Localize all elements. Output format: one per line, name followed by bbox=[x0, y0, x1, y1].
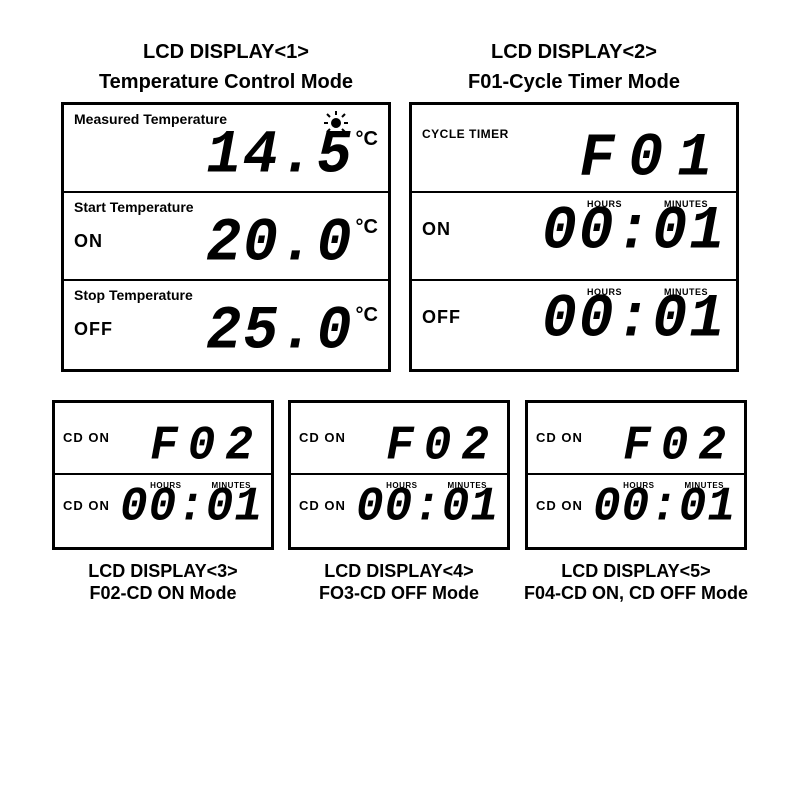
stop-temp-unit: °C bbox=[356, 304, 378, 327]
measured-temp-value: 14.5 bbox=[206, 128, 353, 186]
start-temp-value: 20.0 bbox=[206, 216, 353, 274]
cycle-mode-value: F01 bbox=[580, 131, 726, 189]
time-value-5: 00:01 bbox=[593, 485, 736, 531]
lcd-1-row-1: Start Temperature ON 20.0 °C bbox=[64, 193, 388, 281]
start-temp-unit: °C bbox=[356, 216, 378, 239]
cycle-timer-label: CYCLE TIMER bbox=[422, 127, 509, 141]
panel-1-title: LCD DISPLAY<1> bbox=[143, 40, 309, 65]
lcd-2-row-1: HOURS MINUTES ON 00:01 bbox=[412, 193, 736, 281]
panel-3-caption1: LCD DISPLAY<3> bbox=[88, 560, 237, 583]
mode-value-5: F02 bbox=[623, 424, 736, 470]
panel-3: CD ON F02 HOURS MINUTES CD ON 00:01 LCD … bbox=[52, 400, 274, 604]
on-prefix-2: ON bbox=[422, 219, 451, 240]
cd-on-prefix-5b: CD ON bbox=[536, 498, 583, 513]
panel-4-caption1: LCD DISPLAY<4> bbox=[324, 560, 473, 583]
lcd-3-row-0: CD ON F02 bbox=[55, 403, 271, 475]
lcd-1: Measured Temperature 14.5 °C Start Tempe… bbox=[61, 102, 391, 372]
lcd-3-row-1: HOURS MINUTES CD ON 00:01 bbox=[55, 475, 271, 547]
lcd-4-row-0: CD ON F02 bbox=[291, 403, 507, 475]
panel-2-subtitle: F01-Cycle Timer Mode bbox=[468, 71, 680, 94]
off-time-value: 00:01 bbox=[542, 292, 726, 350]
lcd-3: CD ON F02 HOURS MINUTES CD ON 00:01 bbox=[52, 400, 274, 550]
mode-value-4: F02 bbox=[386, 424, 499, 470]
off-prefix-2: OFF bbox=[422, 307, 461, 328]
measured-temp-unit: °C bbox=[356, 128, 378, 151]
on-time-value: 00:01 bbox=[542, 204, 726, 262]
time-value-3: 00:01 bbox=[120, 485, 263, 531]
stop-temp-value: 25.0 bbox=[206, 304, 353, 362]
lcd-2: CYCLE TIMER F01 HOURS MINUTES ON 00:01 bbox=[409, 102, 739, 372]
lcd-2-row-0: CYCLE TIMER F01 bbox=[412, 105, 736, 193]
panel-1-subtitle: Temperature Control Mode bbox=[99, 71, 353, 94]
cd-on-prefix-4b: CD ON bbox=[299, 498, 346, 513]
lcd-5-row-1: HOURS MINUTES CD ON 00:01 bbox=[528, 475, 744, 547]
panel-4: CD ON F02 HOURS MINUTES CD ON 00:01 LCD … bbox=[288, 400, 510, 604]
panel-4-caption2: FO3-CD OFF Mode bbox=[319, 583, 479, 604]
time-value-4: 00:01 bbox=[356, 485, 499, 531]
cd-on-prefix-3b: CD ON bbox=[63, 498, 110, 513]
lcd-5-row-0: CD ON F02 bbox=[528, 403, 744, 475]
on-prefix: ON bbox=[74, 231, 103, 252]
lcd-1-row-0: Measured Temperature 14.5 °C bbox=[64, 105, 388, 193]
panel-5-caption2: F04-CD ON, CD OFF Mode bbox=[524, 583, 748, 604]
lcd-4-row-1: HOURS MINUTES CD ON 00:01 bbox=[291, 475, 507, 547]
off-prefix: OFF bbox=[74, 319, 113, 340]
mode-value-3: F02 bbox=[150, 424, 263, 470]
cd-on-prefix-5a: CD ON bbox=[536, 430, 583, 445]
panel-1: LCD DISPLAY<1> Temperature Control Mode … bbox=[61, 40, 391, 372]
panel-2-title: LCD DISPLAY<2> bbox=[491, 40, 657, 65]
top-row: LCD DISPLAY<1> Temperature Control Mode … bbox=[50, 40, 750, 372]
panel-5-caption1: LCD DISPLAY<5> bbox=[561, 560, 710, 583]
lcd-1-row-2: Stop Temperature OFF 25.0 °C bbox=[64, 281, 388, 369]
lcd-5: CD ON F02 HOURS MINUTES CD ON 00:01 bbox=[525, 400, 747, 550]
panel-2: LCD DISPLAY<2> F01-Cycle Timer Mode CYCL… bbox=[409, 40, 739, 372]
panel-5: CD ON F02 HOURS MINUTES CD ON 00:01 LCD … bbox=[524, 400, 748, 604]
bottom-row: CD ON F02 HOURS MINUTES CD ON 00:01 LCD … bbox=[50, 400, 750, 604]
cd-on-prefix-3a: CD ON bbox=[63, 430, 110, 445]
lcd-4: CD ON F02 HOURS MINUTES CD ON 00:01 bbox=[288, 400, 510, 550]
lcd-2-row-2: HOURS MINUTES OFF 00:01 bbox=[412, 281, 736, 369]
panel-3-caption2: F02-CD ON Mode bbox=[89, 583, 236, 604]
cd-on-prefix-4a: CD ON bbox=[299, 430, 346, 445]
